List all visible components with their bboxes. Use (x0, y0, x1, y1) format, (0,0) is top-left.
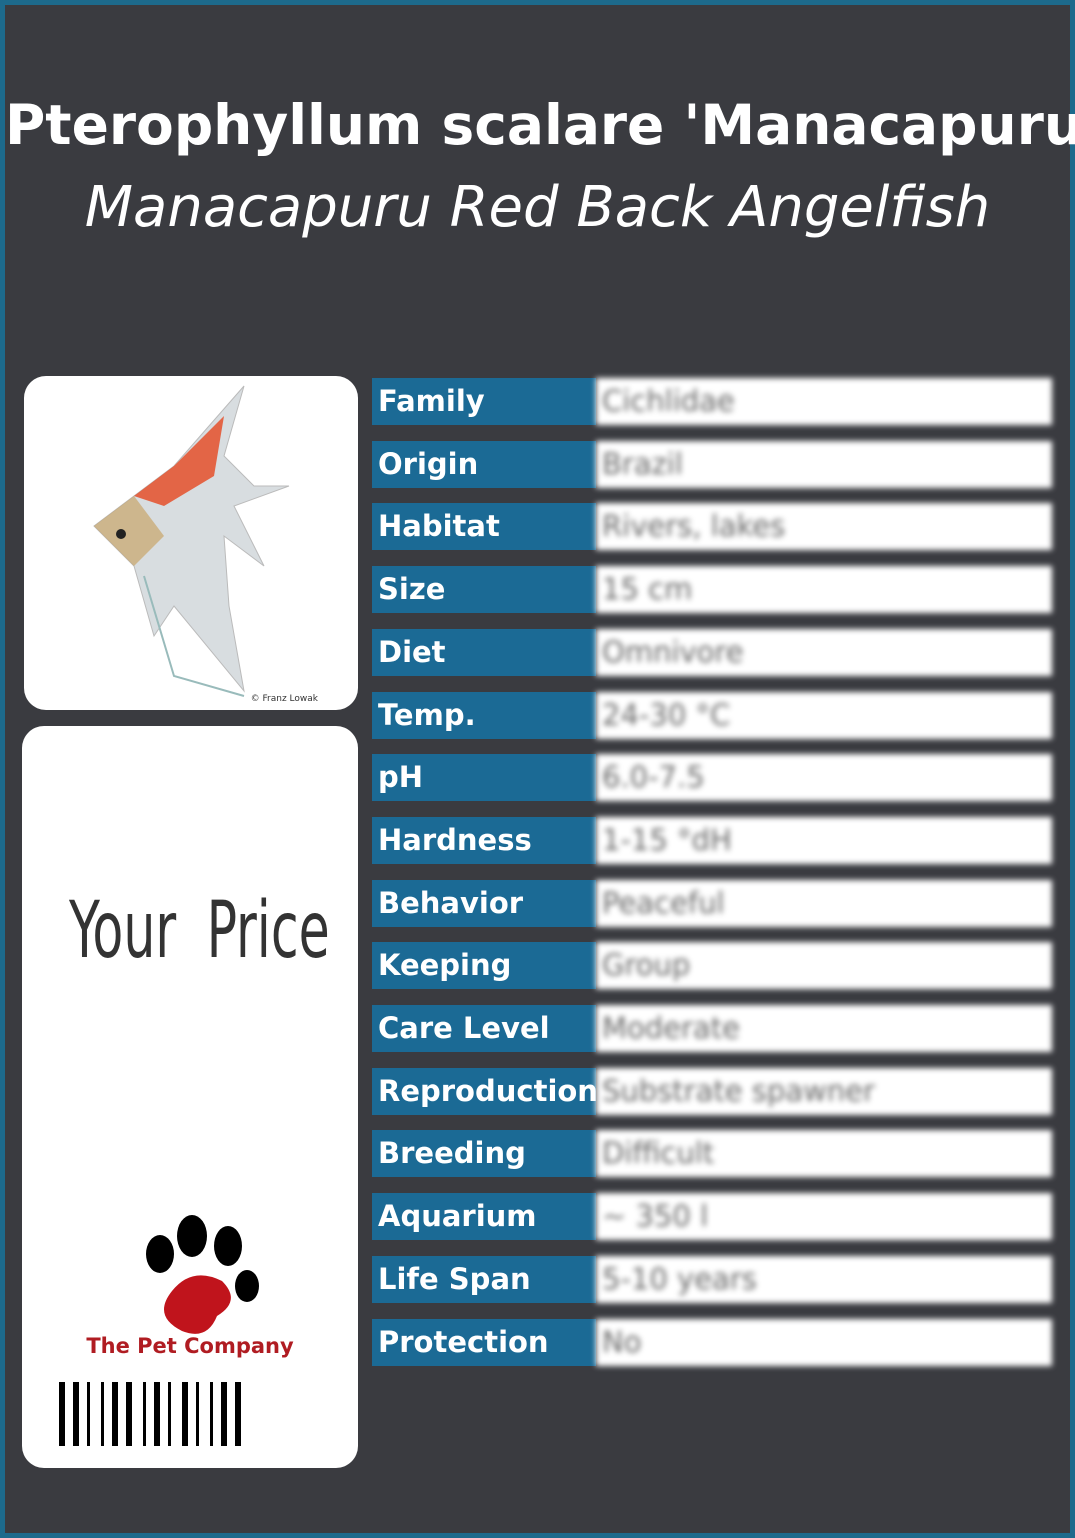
table-row: Diet Omnivore (372, 628, 1052, 676)
row-value: ~ 350 l (596, 1193, 1052, 1241)
barcode-bar (221, 1382, 227, 1446)
row-value: Brazil (596, 440, 1052, 488)
barcode-bar (196, 1382, 199, 1446)
table-row: Breeding Difficult (372, 1130, 1052, 1178)
row-label: Hardness (372, 816, 596, 864)
table-row: Habitat Rivers, lakes (372, 503, 1052, 551)
price-card: Your Price The Pet Company (22, 726, 358, 1468)
row-label: Protection (372, 1318, 596, 1366)
row-label: Care Level (372, 1005, 596, 1052)
barcode-bar (154, 1382, 160, 1446)
row-label: Breeding (372, 1130, 596, 1178)
row-value: Moderate (596, 1005, 1052, 1052)
barcode-bar (73, 1382, 79, 1446)
table-row: Protection No (372, 1318, 1052, 1366)
barcode-bar (235, 1382, 241, 1446)
table-row: Behavior Peaceful (372, 879, 1052, 927)
barcode-bar (143, 1382, 146, 1446)
fish-illustration (93, 385, 290, 697)
row-label: Life Span (372, 1255, 596, 1303)
row-label: pH (372, 754, 596, 802)
row-label: Keeping (372, 942, 596, 990)
row-value: Difficult (596, 1130, 1052, 1178)
row-label: Family (372, 378, 596, 425)
barcode-bar (59, 1382, 65, 1446)
row-label: Size (372, 566, 596, 614)
table-row: Care Level Moderate (372, 1005, 1052, 1052)
row-value: Substrate spawner (596, 1067, 1052, 1115)
table-row: Reproduction Substrate spawner (372, 1067, 1052, 1115)
barcode-bar (101, 1382, 104, 1446)
row-value: 5-10 years (596, 1255, 1052, 1303)
row-label: Aquarium (372, 1193, 596, 1241)
row-value: 15 cm (596, 566, 1052, 614)
barcode-bar (168, 1382, 171, 1446)
row-label: Origin (372, 440, 596, 488)
barcode-bar (112, 1382, 118, 1446)
row-value: 24-30 °C (596, 691, 1052, 739)
brand-name: The Pet Company (86, 1334, 294, 1358)
table-row: pH 6.0-7.5 (372, 754, 1052, 802)
table-row: Origin Brazil (372, 440, 1052, 488)
row-label: Habitat (372, 503, 596, 551)
table-row: Size 15 cm (372, 566, 1052, 614)
table-row: Keeping Group (372, 942, 1052, 990)
row-label: Reproduction (372, 1067, 598, 1115)
row-value: Rivers, lakes (596, 503, 1052, 551)
row-value: 1-15 °dH (596, 816, 1052, 864)
table-row: Temp. 24-30 °C (372, 691, 1052, 739)
table-row: Family Cichlidae (372, 378, 1052, 425)
row-value: No (596, 1318, 1052, 1366)
row-value: Omnivore (596, 628, 1052, 676)
row-value: 6.0-7.5 (596, 754, 1052, 802)
row-label: Temp. (372, 691, 596, 739)
title: Pterophyllum scalare 'Manacapuru' (5, 93, 1075, 157)
barcode (59, 1382, 241, 1446)
row-value: Peaceful (596, 879, 1052, 927)
row-value: Group (596, 942, 1052, 990)
table-row: Life Span 5-10 years (372, 1255, 1052, 1303)
row-label: Diet (372, 628, 596, 676)
table-row: Hardness 1-15 °dH (372, 816, 1052, 864)
photo-card: © Franz Lowak (24, 376, 358, 710)
row-label: Behavior (372, 879, 596, 927)
barcode-bar (182, 1382, 188, 1446)
table-row: Aquarium ~ 350 l (372, 1193, 1052, 1241)
subtitle: Manacapuru Red Back Angelfish (84, 175, 991, 240)
price-label: Your Price (69, 886, 330, 976)
photo-credit: © Franz Lowak (250, 694, 318, 704)
barcode-bar (210, 1382, 213, 1446)
barcode-bar (87, 1382, 90, 1446)
barcode-bar (126, 1382, 132, 1446)
paw-logo (146, 1215, 259, 1334)
row-value: Cichlidae (596, 378, 1052, 425)
